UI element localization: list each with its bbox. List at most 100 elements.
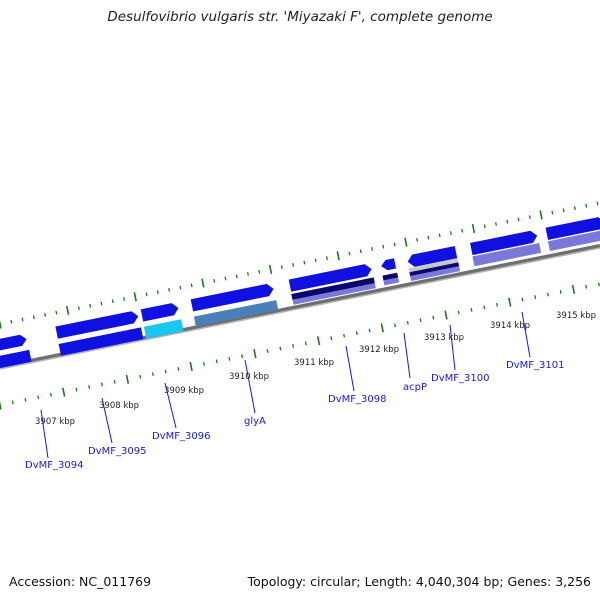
gene-arrow-dvmf-3095[interactable] (54, 310, 140, 340)
tick-mark (44, 313, 47, 317)
tick-mark (168, 288, 171, 292)
gene-bar-dvmf-3094[interactable] (0, 349, 32, 370)
tick-mark (432, 315, 435, 320)
gene-bar-dvmf-3095[interactable] (58, 327, 144, 356)
tick-mark (89, 303, 92, 308)
tick-label-3914: 3914 kbp (490, 321, 530, 331)
tick-mark (0, 319, 2, 329)
gene-bar-dvmf-3101[interactable] (472, 242, 542, 267)
tick-mark (111, 299, 114, 304)
tick-mark (325, 256, 328, 260)
gene-label-dvmf-3095[interactable]: DvMF_3095 (88, 446, 146, 457)
gene-bar-dvmf-3100-c[interactable] (410, 266, 461, 282)
tick-mark (539, 210, 543, 220)
tick-mark (164, 369, 167, 374)
gene-arrow-acpp[interactable] (380, 257, 397, 272)
tick-mark (506, 219, 509, 224)
gene-bar-next[interactable] (547, 229, 600, 252)
tick-mark (49, 392, 52, 397)
genome-summary-text: Topology: circular; Length: 4,040,304 bp… (247, 574, 591, 589)
tick-mark (406, 320, 409, 325)
tick-mark (151, 372, 154, 377)
tick-mark (292, 343, 295, 348)
tick-mark (404, 237, 408, 247)
gene-bar-acpp-a[interactable] (382, 272, 399, 281)
gene-arrow-next[interactable] (544, 216, 600, 241)
tick-mark (133, 292, 137, 302)
tick-mark (189, 361, 193, 372)
tick-mark (546, 292, 549, 297)
gene-label-dvmf-3100[interactable]: DvMF_3100 (431, 373, 489, 384)
tick-mark (348, 251, 351, 256)
gene-bar-dvmf-3100-a[interactable] (408, 258, 459, 273)
gene-arrow-dvmf-3094[interactable] (0, 333, 28, 353)
tick-mark (359, 249, 362, 254)
tick-mark (585, 203, 588, 208)
gene-label-dvmf-3094[interactable]: DvMF_3094 (25, 460, 83, 471)
tick-mark (24, 397, 27, 402)
gene-bar-acpp-b[interactable] (383, 277, 400, 286)
tick-mark (517, 217, 520, 222)
tick-mark (496, 302, 498, 307)
gene-arrow-dvmf-3098-top[interactable] (287, 263, 373, 293)
tick-mark (314, 258, 317, 263)
tick-mark (330, 336, 333, 341)
gene-label-dvmf-3098[interactable]: DvMF_3098 (328, 394, 386, 405)
gene-arrow-dvmf-3101-top[interactable] (469, 229, 539, 256)
gene-label-dvmf-3101[interactable]: DvMF_3101 (506, 360, 564, 371)
tick-mark (55, 310, 58, 315)
tick-mark (75, 387, 78, 392)
tick-mark (368, 328, 371, 333)
tick-label-3910: 3910 kbp (229, 372, 269, 382)
tick-label-3907: 3907 kbp (35, 417, 75, 427)
tick-mark (562, 208, 565, 213)
tick-mark (571, 284, 576, 294)
tick-mark (596, 201, 599, 206)
tick-mark (32, 315, 35, 320)
tick-mark (416, 237, 419, 242)
gene-label-dvmf-3096[interactable]: DvMF_3096 (152, 431, 210, 442)
tick-mark (156, 290, 159, 295)
gene-bar-glya[interactable] (193, 300, 279, 327)
gene-callouts: DvMF_3094 DvMF_3095 DvMF_3096 glyA DvMF_… (25, 311, 564, 471)
tick-mark (292, 262, 295, 267)
tick-mark (380, 323, 384, 333)
tick-mark (521, 297, 524, 302)
tick-mark (139, 374, 142, 379)
gene-label-glya[interactable]: glyA (244, 416, 266, 427)
gene-arrow-glya[interactable] (189, 282, 275, 313)
tick-mark (247, 272, 250, 276)
tick-mark (258, 269, 261, 274)
gene-arrow-dvmf-3096-top[interactable] (139, 302, 180, 323)
gene-bar-dvmf-3096[interactable] (143, 319, 184, 339)
tick-mark (483, 224, 486, 229)
tick-mark (280, 265, 283, 270)
tick-mark (100, 301, 103, 306)
tick-mark (11, 400, 14, 405)
tick-mark (100, 382, 103, 387)
tick-mark (10, 319, 13, 324)
tick-mark (113, 379, 116, 384)
tick-label-3909: 3909 kbp (164, 386, 204, 396)
gene-bar-dvmf-3098-a[interactable] (291, 277, 375, 300)
tick-mark (241, 354, 244, 359)
tick-mark (597, 282, 600, 287)
gene-label-acpp[interactable]: acpP (403, 382, 427, 393)
tick-mark (394, 323, 397, 328)
tick-mark (123, 297, 125, 301)
tick-mark (495, 222, 498, 226)
tick-mark (483, 305, 486, 310)
tick-mark (528, 215, 531, 220)
tick-mark (551, 210, 554, 215)
tick-label-3911: 3911 kbp (294, 358, 334, 368)
tick-mark (461, 228, 464, 233)
tick-mark (585, 284, 588, 289)
gene-bar-dvmf-3100-b[interactable] (409, 262, 460, 277)
tick-mark (62, 387, 66, 397)
tick-mark (0, 400, 2, 410)
tick-label-3908: 3908 kbp (99, 401, 139, 411)
tick-mark (21, 317, 24, 322)
tick-mark (444, 310, 448, 320)
gene-bar-dvmf-3098-b[interactable] (292, 283, 376, 305)
